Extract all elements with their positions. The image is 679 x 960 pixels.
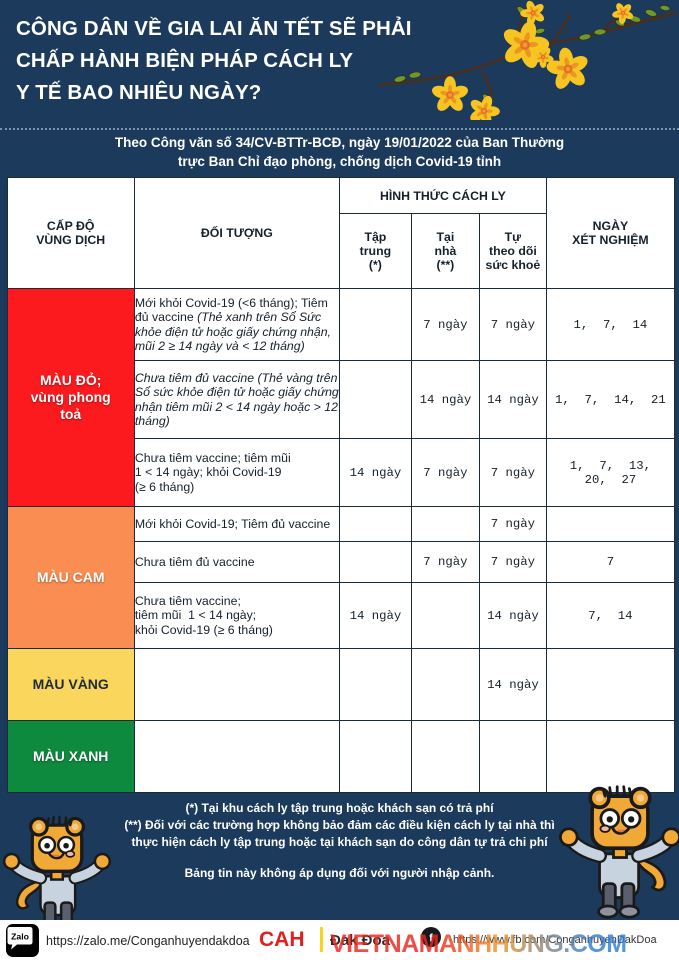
svg-text:Zalo: Zalo <box>11 932 29 942</box>
